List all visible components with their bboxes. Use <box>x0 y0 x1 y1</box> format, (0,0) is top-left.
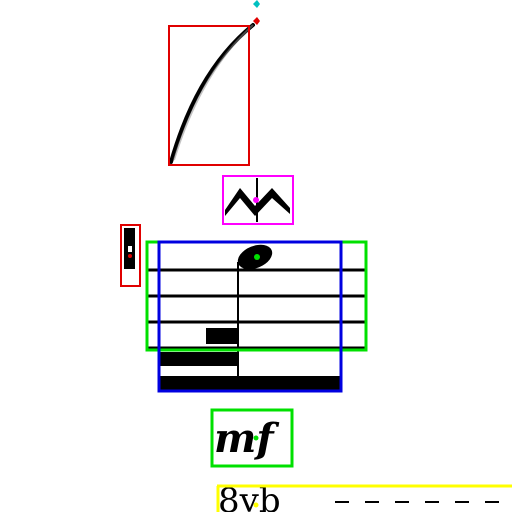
slur-curve <box>169 23 255 164</box>
dynamic-center-marker <box>253 435 259 441</box>
measure-bounding-box <box>157 240 343 393</box>
turn-bounding-box <box>222 175 294 225</box>
dynamic-marking: mf <box>214 415 279 462</box>
beam-lower <box>159 376 341 390</box>
note-center-marker <box>254 254 260 260</box>
beam-upper <box>159 352 238 366</box>
slur-start-marker <box>253 17 260 25</box>
clef-center-marker <box>128 254 132 258</box>
clef-bounding-box <box>120 224 141 287</box>
staff-lines <box>147 268 366 350</box>
slur-bounding-box <box>168 25 250 166</box>
turn-center-marker <box>253 197 259 203</box>
slur-curve-shadow <box>173 24 254 161</box>
ottava-center-marker <box>253 502 259 508</box>
clef-fragment-gap <box>128 246 132 252</box>
slur-anchor-marker <box>253 0 260 8</box>
dynamic-bounding-box <box>210 408 294 468</box>
rest-symbol <box>206 328 237 344</box>
turn-ornament <box>225 188 290 216</box>
